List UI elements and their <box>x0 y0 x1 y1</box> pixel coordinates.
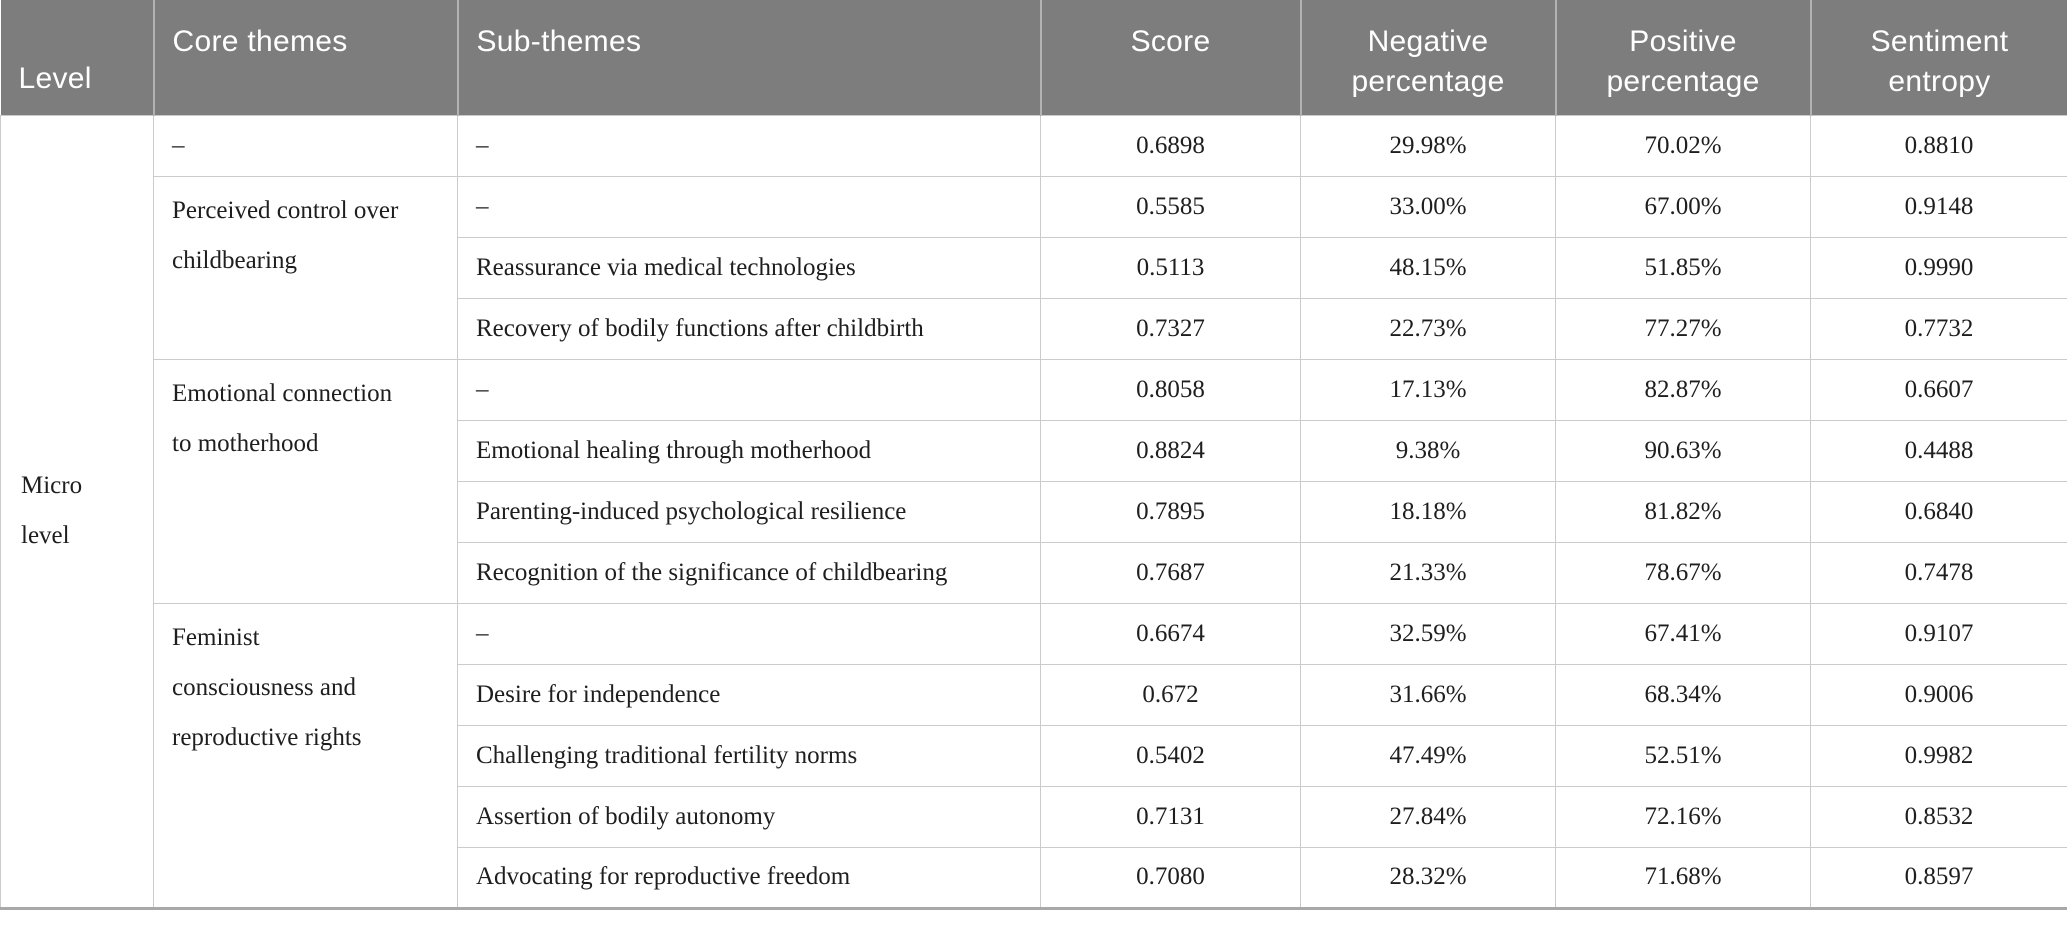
positive-cell: 71.68% <box>1555 846 1811 909</box>
score-cell: 0.6898 <box>1040 114 1301 177</box>
score-cell: 0.7327 <box>1040 297 1301 360</box>
sub-theme-cell: – <box>457 358 1041 421</box>
sub-theme-cell: Advocating for reproductive freedom <box>457 846 1041 909</box>
positive-cell: 68.34% <box>1555 663 1811 726</box>
col-header-negative-percentage: Negative percentage <box>1299 0 1556 115</box>
table-body: Micro level – – 0.6898 29.98% 70.02% 0.8… <box>0 114 2067 909</box>
entropy-cell: 0.9006 <box>1810 663 2067 726</box>
negative-cell: 21.33% <box>1300 541 1556 604</box>
results-table: Level Core themes Sub-themes Score Negat… <box>0 0 2067 909</box>
sub-theme-cell: – <box>457 602 1041 665</box>
col-header-positive-percentage: Positive percentage <box>1554 0 1811 115</box>
score-cell: 0.8058 <box>1040 358 1301 421</box>
sub-theme-cell: – <box>457 114 1041 177</box>
score-cell: 0.8824 <box>1040 419 1301 482</box>
negative-cell: 17.13% <box>1300 358 1556 421</box>
positive-cell: 67.41% <box>1555 602 1811 665</box>
score-cell: 0.672 <box>1040 663 1301 726</box>
entropy-cell: 0.7478 <box>1810 541 2067 604</box>
negative-cell: 47.49% <box>1300 724 1556 787</box>
score-cell: 0.5585 <box>1040 175 1301 238</box>
entropy-cell: 0.9982 <box>1810 724 2067 787</box>
positive-cell: 51.85% <box>1555 236 1811 299</box>
table-row: Desire for independence 0.672 31.66% 68.… <box>1 663 2067 726</box>
sub-theme-cell: Emotional healing through motherhood <box>457 419 1041 482</box>
negative-cell: 9.38% <box>1300 419 1556 482</box>
core-theme-cell: Perceived control over childbearing <box>153 175 458 360</box>
negative-cell: 32.59% <box>1300 602 1556 665</box>
score-cell: 0.7131 <box>1040 785 1301 848</box>
table-row: Feminist consciousness and reproductive … <box>1 602 2067 909</box>
entropy-cell: 0.8532 <box>1810 785 2067 848</box>
positive-cell: 78.67% <box>1555 541 1811 604</box>
negative-cell: 33.00% <box>1300 175 1556 238</box>
entropy-cell: 0.7732 <box>1810 297 2067 360</box>
entropy-cell: 0.8810 <box>1810 114 2067 177</box>
positive-cell: 70.02% <box>1555 114 1811 177</box>
sub-theme-cell: Challenging traditional fertility norms <box>457 724 1041 787</box>
negative-cell: 27.84% <box>1300 785 1556 848</box>
entropy-cell: 0.4488 <box>1810 419 2067 482</box>
negative-cell: 22.73% <box>1300 297 1556 360</box>
entropy-cell: 0.6607 <box>1810 358 2067 421</box>
table-row: Advocating for reproductive freedom 0.70… <box>1 846 2067 909</box>
col-header-sub-themes: Sub-themes <box>456 0 1041 115</box>
score-cell: 0.7080 <box>1040 846 1301 909</box>
table-row: Micro level – – 0.6898 29.98% 70.02% 0.8… <box>0 114 2067 909</box>
sub-theme-cell: Desire for independence <box>457 663 1041 726</box>
table-row: Recovery of bodily functions after child… <box>1 297 2067 360</box>
sub-theme-cell: Recovery of bodily functions after child… <box>457 297 1041 360</box>
table-row: Parenting-induced psychological resilien… <box>1 480 2067 543</box>
table-row: Recognition of the significance of child… <box>1 541 2067 604</box>
negative-cell: 29.98% <box>1300 114 1556 177</box>
sub-theme-cell: Assertion of bodily autonomy <box>457 785 1041 848</box>
positive-cell: 82.87% <box>1555 358 1811 421</box>
col-header-level: Level <box>0 0 154 115</box>
table-row: Challenging traditional fertility norms … <box>1 724 2067 787</box>
negative-cell: 48.15% <box>1300 236 1556 299</box>
table-row: Reassurance via medical technologies 0.5… <box>1 236 2067 299</box>
table-header: Level Core themes Sub-themes Score Negat… <box>0 0 2067 115</box>
positive-cell: 52.51% <box>1555 724 1811 787</box>
entropy-cell: 0.9148 <box>1810 175 2067 238</box>
sub-theme-cell: Reassurance via medical technologies <box>457 236 1041 299</box>
score-cell: 0.6674 <box>1040 602 1301 665</box>
score-cell: 0.5113 <box>1040 236 1301 299</box>
score-cell: 0.5402 <box>1040 724 1301 787</box>
positive-cell: 72.16% <box>1555 785 1811 848</box>
table-row: Perceived control over childbearing – 0.… <box>1 175 2067 360</box>
positive-cell: 77.27% <box>1555 297 1811 360</box>
sub-theme-cell: Recognition of the significance of child… <box>457 541 1041 604</box>
core-theme-cell: Feminist consciousness and reproductive … <box>153 602 458 909</box>
col-header-score: Score <box>1039 0 1301 115</box>
positive-cell: 67.00% <box>1555 175 1811 238</box>
positive-cell: 90.63% <box>1555 419 1811 482</box>
col-header-sentiment-entropy: Sentiment entropy <box>1809 0 2067 115</box>
sub-theme-cell: – <box>457 175 1041 238</box>
level-cell: Micro level <box>0 114 154 909</box>
negative-cell: 18.18% <box>1300 480 1556 543</box>
positive-cell: 81.82% <box>1555 480 1811 543</box>
core-theme-cell: – <box>153 114 458 177</box>
core-theme-cell: Emotional connection to motherhood <box>153 358 458 604</box>
entropy-cell: 0.6840 <box>1810 480 2067 543</box>
score-cell: 0.7687 <box>1040 541 1301 604</box>
header-row: Level Core themes Sub-themes Score Negat… <box>0 0 2067 115</box>
score-cell: 0.7895 <box>1040 480 1301 543</box>
negative-cell: 28.32% <box>1300 846 1556 909</box>
sub-theme-cell: Parenting-induced psychological resilien… <box>457 480 1041 543</box>
entropy-cell: 0.9990 <box>1810 236 2067 299</box>
negative-cell: 31.66% <box>1300 663 1556 726</box>
col-header-core-themes: Core themes <box>152 0 458 115</box>
entropy-cell: 0.9107 <box>1810 602 2067 665</box>
entropy-cell: 0.8597 <box>1810 846 2067 909</box>
table-row: Emotional connection to motherhood – 0.8… <box>1 358 2067 604</box>
